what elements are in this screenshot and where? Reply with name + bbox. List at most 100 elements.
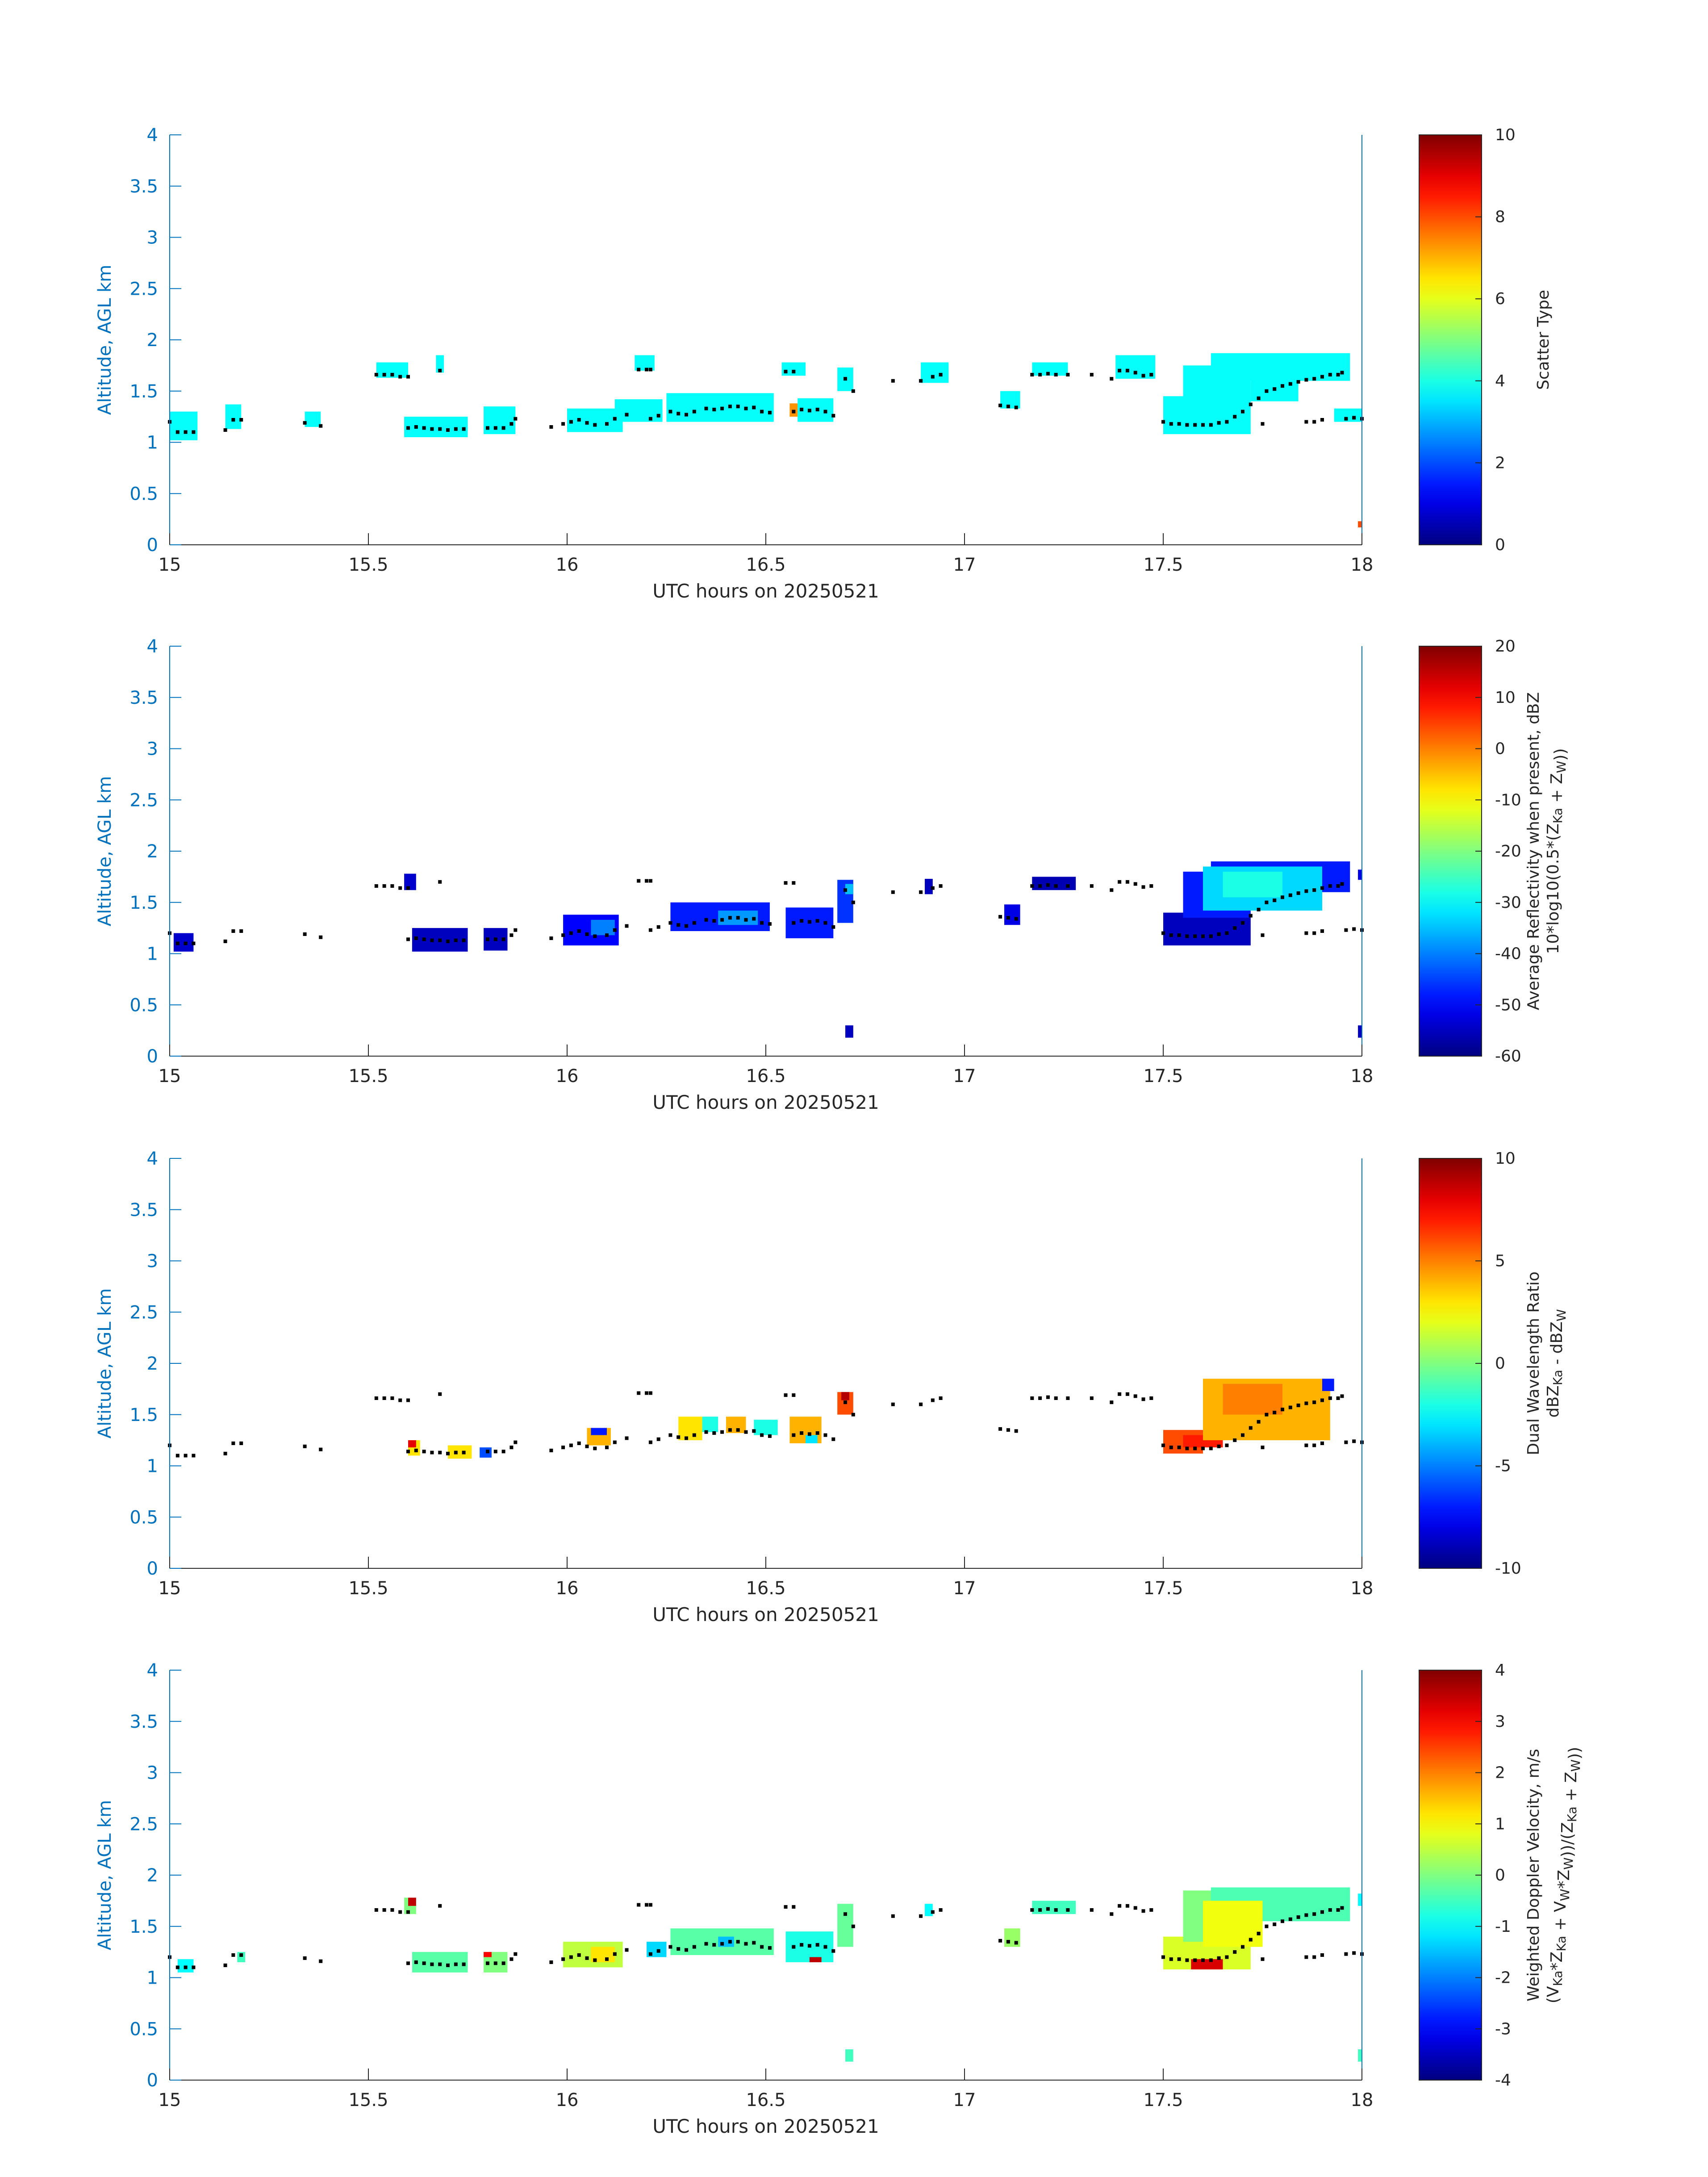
heatmap-cell: [484, 406, 516, 435]
colorbar-tick-label: 0: [1495, 536, 1505, 554]
cloud-base-marker: [1193, 423, 1197, 427]
heatmap-cell: [1358, 1025, 1362, 1038]
cloud-base-marker: [1090, 884, 1094, 888]
cloud-base-marker: [1125, 880, 1129, 884]
cloud-base-marker: [1125, 368, 1129, 372]
cloud-base-marker: [192, 430, 196, 434]
cloud-base-marker: [223, 939, 227, 943]
cloud-base-marker: [1201, 1446, 1205, 1450]
y-tick-label: 1.5: [129, 893, 158, 913]
cloud-base-marker: [692, 921, 696, 925]
colorbar-label-part: *Z: [1555, 1870, 1573, 1889]
cloud-base-marker: [1217, 421, 1221, 425]
cloud-base-marker: [656, 1949, 660, 1953]
cloud-base-marker: [1312, 1955, 1316, 1959]
cloud-base-marker: [800, 919, 804, 923]
cloud-base-marker: [1304, 420, 1308, 424]
cloud-base-marker: [239, 929, 243, 933]
cloud-base-marker: [1118, 880, 1122, 884]
cloud-base-marker: [768, 1434, 772, 1438]
heatmap-cell: [436, 355, 444, 373]
cloud-base-marker: [1038, 1908, 1042, 1912]
cloud-base-marker: [1281, 1919, 1284, 1923]
cloud-base-marker: [1185, 1446, 1189, 1450]
cloud-base-marker: [462, 427, 466, 431]
y-tick-label: 0.5: [129, 484, 158, 504]
cloud-base-marker: [390, 373, 394, 377]
cloud-base-marker: [625, 1948, 629, 1952]
cloud-base-marker: [1006, 916, 1010, 920]
cloud-base-marker: [1038, 884, 1042, 888]
cloud-base-marker: [792, 370, 796, 374]
cloud-base-marker: [752, 1429, 756, 1433]
cloud-base-marker: [1296, 1404, 1300, 1408]
cloud-base-marker: [1066, 1396, 1070, 1400]
colorbar-label-part: Ka: [1550, 1971, 1565, 1986]
cloud-base-marker: [514, 928, 518, 932]
cloud-base-marker: [1014, 1941, 1018, 1945]
cloud-base-marker: [509, 933, 514, 937]
cloud-base-marker: [998, 1939, 1002, 1943]
x-tick-label: 15: [159, 1066, 181, 1086]
colorbar-tick-label: -5: [1495, 1457, 1511, 1475]
x-tick-label: 15.5: [348, 2090, 388, 2110]
cloud-base-marker: [1249, 914, 1253, 918]
cloud-base-marker: [792, 1433, 796, 1437]
cloud-base-marker: [1233, 926, 1237, 930]
cloud-base-marker: [382, 373, 386, 377]
y-tick-label: 0: [147, 535, 158, 556]
cloud-base-marker: [1201, 1958, 1205, 1962]
cloud-base-marker: [1118, 368, 1122, 372]
y-axis-label: Altitude, AGL km: [95, 1288, 115, 1439]
cloud-base-marker: [561, 933, 565, 937]
cloud-base-marker: [374, 373, 378, 377]
cloud-base-marker: [677, 1947, 681, 1951]
cloud-base-marker: [728, 405, 732, 409]
cloud-base-marker: [549, 936, 553, 940]
cloud-base-marker: [1177, 422, 1181, 426]
heatmap-cell: [225, 404, 242, 429]
cloud-base-marker: [1304, 1913, 1308, 1917]
y-tick-label: 3: [147, 1251, 158, 1272]
cloud-base-marker: [692, 409, 696, 414]
cloud-base-marker: [406, 937, 410, 941]
heatmap-cell: [408, 1897, 416, 1906]
cloud-base-marker: [1030, 884, 1034, 888]
cloud-base-marker: [844, 377, 847, 381]
cloud-base-marker: [1141, 1909, 1145, 1913]
y-tick-label: 1.5: [129, 381, 158, 402]
cloud-base-marker: [430, 1450, 434, 1454]
colorbar-tick-label: -2: [1495, 1969, 1511, 1987]
cloud-base-marker: [509, 422, 514, 426]
cloud-base-marker: [382, 1396, 386, 1400]
cloud-base-marker: [1261, 1957, 1265, 1961]
heatmap-cell: [448, 1445, 472, 1459]
cloud-base-marker: [406, 886, 410, 890]
cloud-base-marker: [768, 922, 772, 926]
cloud-base-marker: [593, 423, 597, 427]
cloud-base-marker: [768, 1946, 772, 1950]
x-tick-label: 16.5: [746, 1066, 785, 1086]
heatmap-cell: [1191, 1959, 1223, 1970]
cloud-base-marker: [1340, 1394, 1344, 1398]
cloud-base-marker: [438, 427, 442, 431]
cloud-base-marker: [1006, 1940, 1010, 1944]
y-tick-label: 4: [147, 636, 158, 657]
cloud-base-marker: [784, 370, 788, 374]
colorbar-label-part: Ka: [1554, 1936, 1569, 1951]
colorbar-label-part: dBZ: [1544, 1385, 1562, 1417]
y-tick-label: 1.5: [129, 1405, 158, 1425]
cloud-base-marker: [677, 1435, 681, 1439]
cloud-base-marker: [406, 426, 410, 430]
cloud-base-marker: [593, 934, 597, 938]
colorbar-label-part: (V: [1544, 1986, 1562, 2003]
heatmap-cell: [1032, 1901, 1076, 1914]
cloud-base-marker: [1090, 1908, 1094, 1912]
cloud-base-marker: [1249, 402, 1253, 406]
cloud-base-marker: [844, 1400, 847, 1404]
cloud-base-marker: [1225, 931, 1229, 935]
cloud-base-marker: [184, 941, 188, 945]
cloud-base-marker: [239, 1442, 243, 1446]
y-tick-label: 2.5: [129, 790, 158, 811]
cloud-base-marker: [752, 405, 756, 409]
